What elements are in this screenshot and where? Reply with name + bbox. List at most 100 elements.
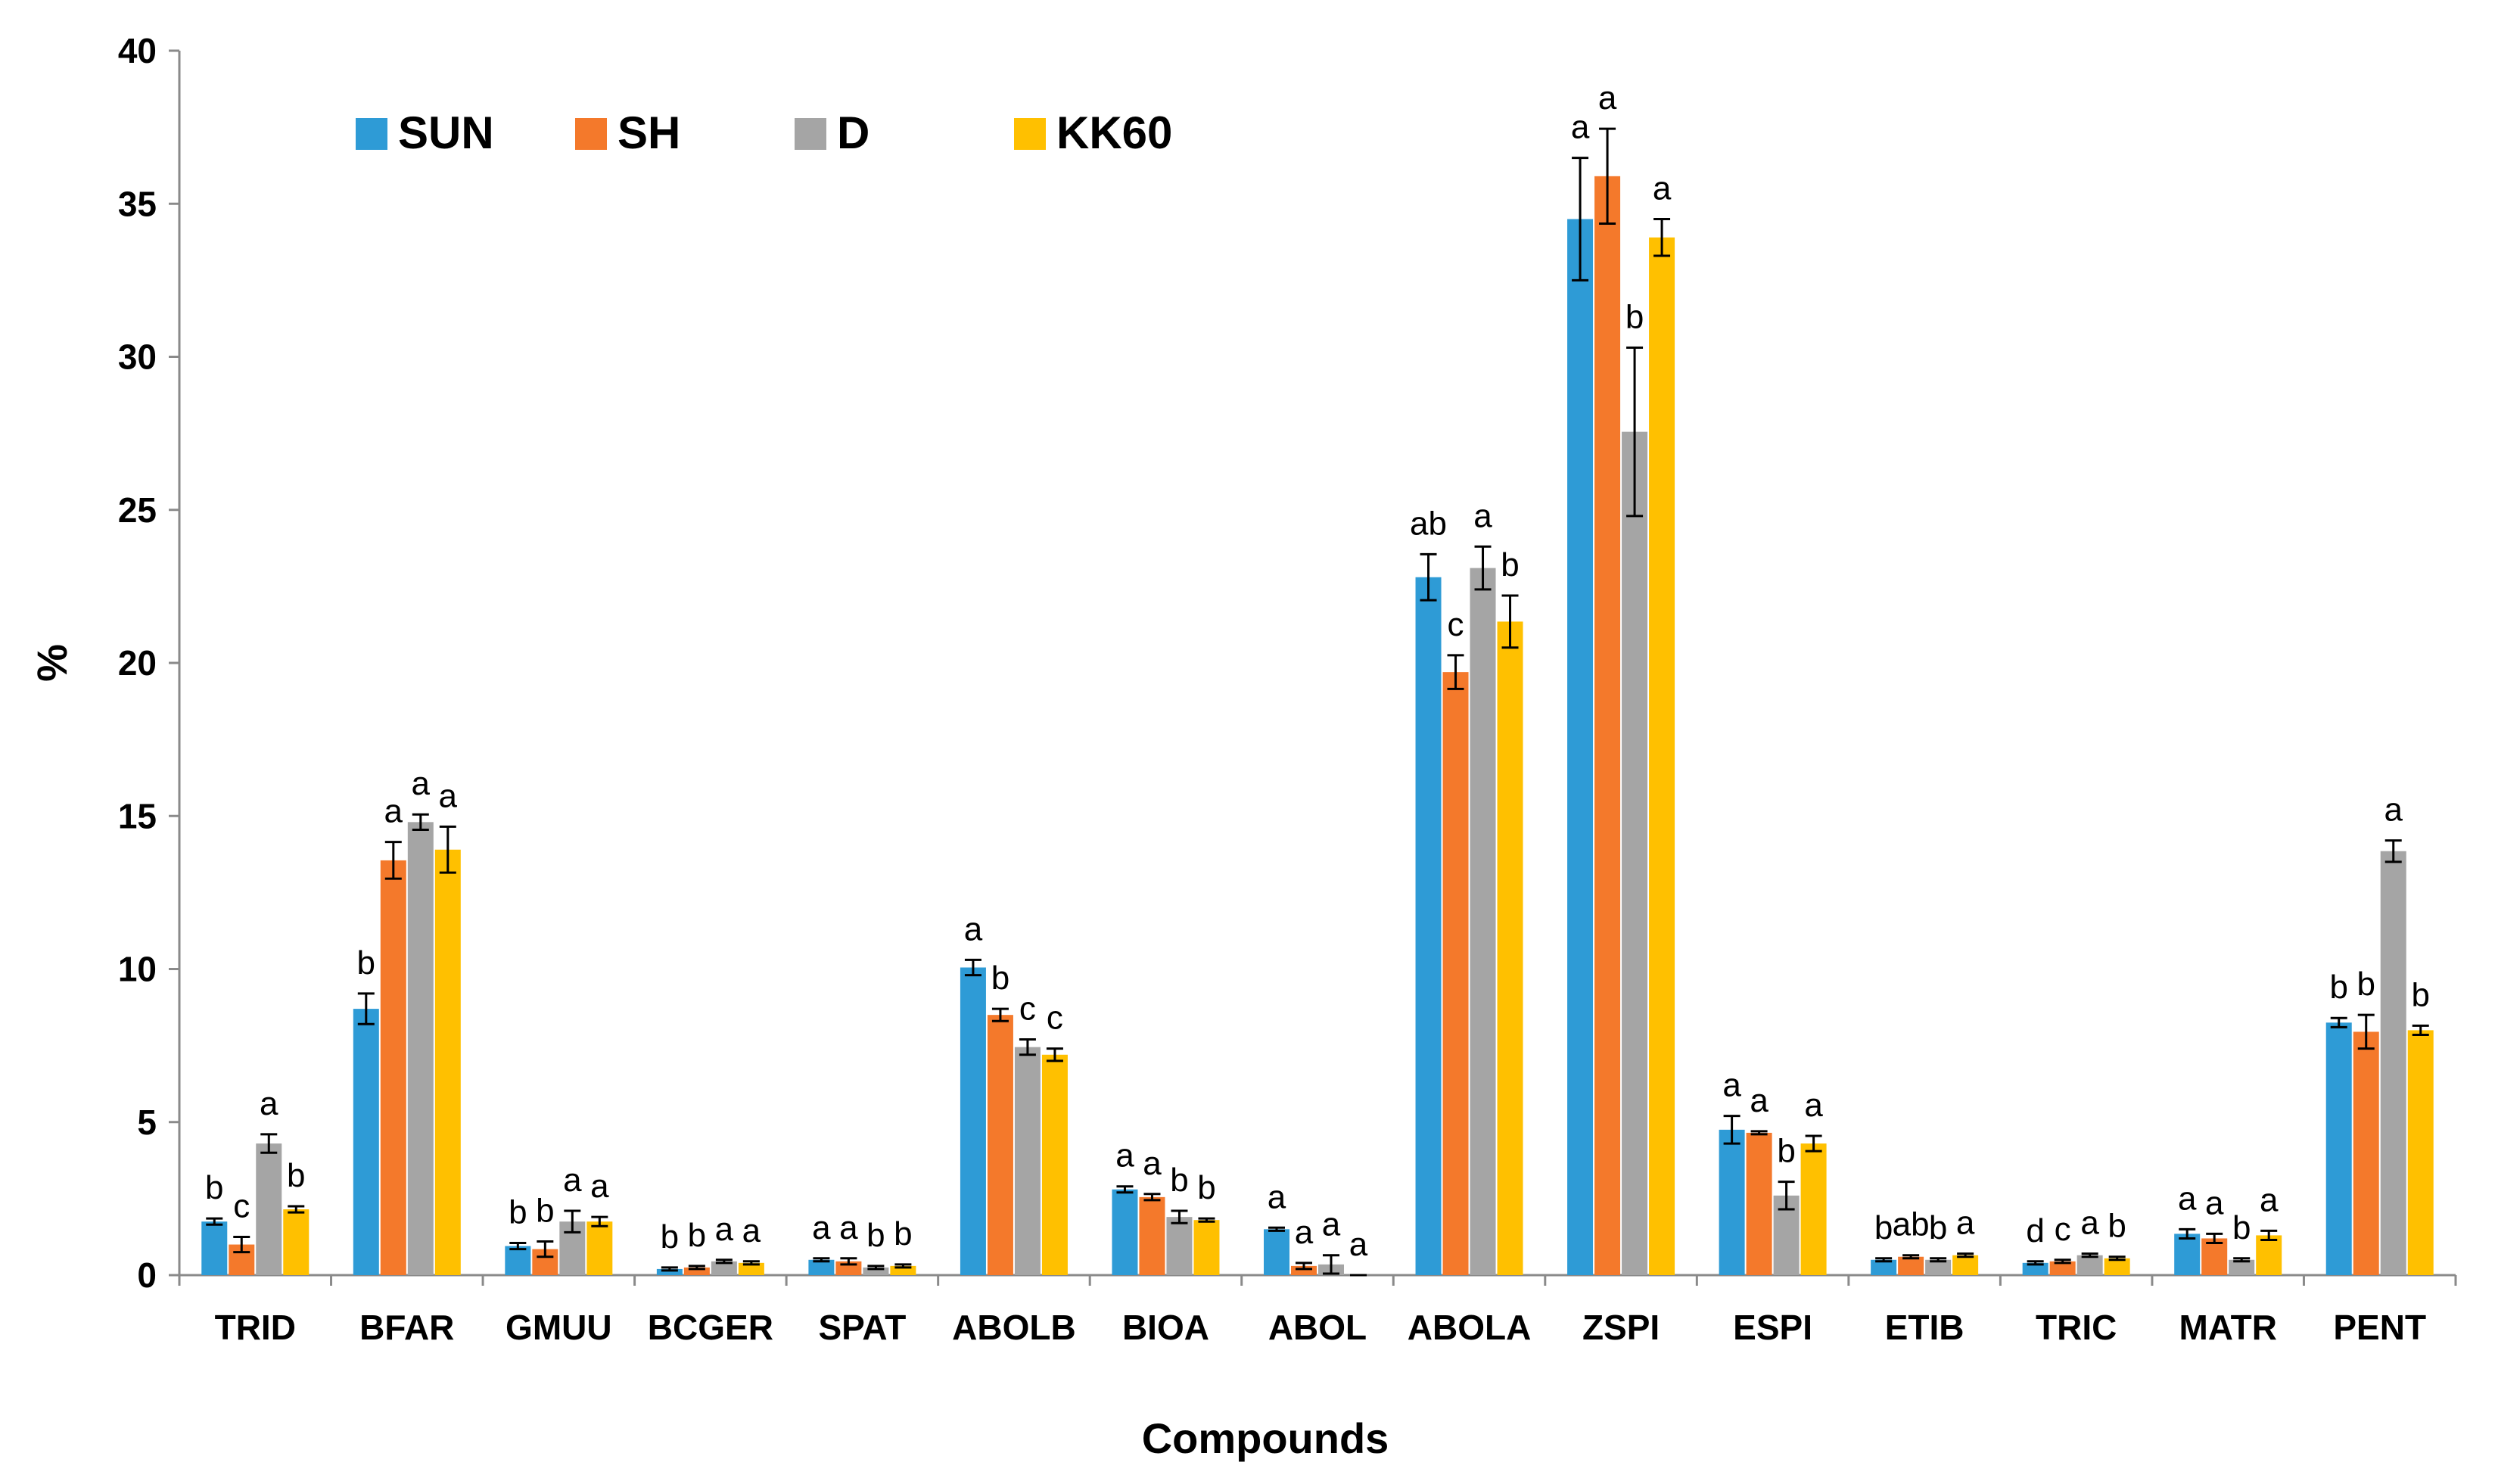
bar bbox=[407, 822, 434, 1275]
bar bbox=[711, 1261, 737, 1275]
bar bbox=[2104, 1258, 2130, 1275]
bar bbox=[1649, 237, 1675, 1275]
bar bbox=[1112, 1189, 1138, 1275]
bar bbox=[2022, 1262, 2048, 1275]
x-tick-label: PENT bbox=[2333, 1308, 2426, 1347]
significance-label: d bbox=[2026, 1212, 2044, 1249]
significance-label: ab bbox=[1410, 505, 1447, 542]
legend-swatch bbox=[795, 118, 826, 150]
bar bbox=[434, 849, 461, 1275]
significance-label: a bbox=[2080, 1205, 2099, 1242]
legend-swatch bbox=[575, 118, 607, 150]
x-tick-label: BFAR bbox=[359, 1308, 454, 1347]
bar bbox=[808, 1259, 835, 1275]
significance-label: a bbox=[1571, 109, 1590, 146]
significance-label: a bbox=[1956, 1205, 1975, 1242]
x-tick-label: ESPI bbox=[1733, 1308, 1812, 1347]
significance-label: b bbox=[1625, 298, 1644, 335]
bar bbox=[1952, 1255, 1979, 1275]
bar bbox=[505, 1246, 531, 1275]
bar bbox=[1898, 1256, 1924, 1275]
x-tick-label: BIOA bbox=[1122, 1308, 1209, 1347]
y-tick-label: 10 bbox=[118, 950, 157, 989]
significance-label: a bbox=[1598, 79, 1617, 117]
significance-label: b bbox=[2108, 1208, 2126, 1245]
significance-label: b bbox=[2411, 976, 2429, 1013]
significance-label: b bbox=[357, 944, 375, 982]
x-tick-label: ABOLB bbox=[952, 1308, 1076, 1347]
significance-label: a bbox=[839, 1209, 858, 1246]
bar bbox=[586, 1221, 613, 1275]
significance-label: a bbox=[1295, 1214, 1314, 1251]
bar bbox=[656, 1268, 683, 1275]
x-tick-label: ZSPI bbox=[1582, 1308, 1660, 1347]
x-tick-label: TRID bbox=[215, 1308, 296, 1347]
bar bbox=[1166, 1217, 1193, 1275]
significance-label: b bbox=[205, 1169, 223, 1206]
significance-label: c bbox=[1448, 606, 1464, 643]
x-tick-label: ABOLA bbox=[1408, 1308, 1532, 1347]
significance-label: a bbox=[1268, 1178, 1286, 1215]
significance-label: a bbox=[2384, 792, 2403, 829]
significance-label: c bbox=[2055, 1211, 2071, 1248]
bar bbox=[2229, 1259, 2255, 1275]
bar bbox=[738, 1262, 764, 1275]
bar bbox=[987, 1015, 1013, 1275]
x-tick-label: ETIB bbox=[1885, 1308, 1964, 1347]
significance-label: a bbox=[1322, 1206, 1341, 1243]
y-axis-title: % bbox=[28, 644, 76, 682]
significance-label: a bbox=[1143, 1145, 1162, 1182]
significance-label: a bbox=[2260, 1181, 2279, 1218]
bar bbox=[2174, 1234, 2201, 1275]
bar bbox=[1800, 1143, 1827, 1275]
x-tick-label: MATR bbox=[2179, 1308, 2276, 1347]
bar bbox=[1622, 431, 1648, 1275]
x-tick-label: GMUU bbox=[506, 1308, 612, 1347]
significance-label: c bbox=[1019, 991, 1036, 1028]
bar bbox=[2353, 1031, 2379, 1275]
x-tick-label: SPAT bbox=[818, 1308, 906, 1347]
significance-label: b bbox=[1929, 1209, 1947, 1246]
bar bbox=[1925, 1259, 1952, 1275]
significance-label: a bbox=[812, 1209, 831, 1246]
significance-label: b bbox=[661, 1218, 679, 1255]
bar bbox=[2407, 1030, 2434, 1275]
significance-label: a bbox=[590, 1168, 609, 1205]
significance-label: a bbox=[1750, 1082, 1769, 1119]
significance-label: b bbox=[1874, 1209, 1893, 1246]
bar bbox=[1139, 1196, 1165, 1275]
y-tick-label: 20 bbox=[118, 643, 157, 683]
bar bbox=[1193, 1220, 1220, 1275]
bar bbox=[380, 860, 406, 1275]
y-tick-label: 35 bbox=[118, 184, 157, 223]
bar bbox=[1415, 577, 1442, 1275]
bar bbox=[353, 1009, 379, 1275]
significance-label: b bbox=[1777, 1133, 1795, 1170]
significance-label: a bbox=[563, 1162, 582, 1199]
significance-label: b bbox=[1197, 1169, 1215, 1206]
significance-label: a bbox=[715, 1211, 734, 1248]
y-tick-label: 40 bbox=[118, 31, 157, 70]
significance-label: b bbox=[1501, 546, 1519, 583]
significance-label: a bbox=[1349, 1226, 1368, 1263]
bar bbox=[2076, 1255, 2103, 1275]
bar bbox=[1871, 1259, 1897, 1275]
x-tick-label: BCGER bbox=[648, 1308, 773, 1347]
bar bbox=[2256, 1235, 2282, 1275]
bar bbox=[1470, 568, 1496, 1275]
significance-label: b bbox=[2329, 969, 2347, 1006]
significance-label: b bbox=[866, 1217, 885, 1254]
bar bbox=[283, 1209, 310, 1275]
x-tick-label: TRIC bbox=[2036, 1308, 2117, 1347]
significance-label: a bbox=[412, 765, 431, 802]
significance-label: a bbox=[1653, 170, 1672, 207]
bar bbox=[1594, 176, 1621, 1276]
legend-label: SUN bbox=[398, 107, 494, 158]
significance-label: c bbox=[233, 1187, 250, 1224]
significance-label: a bbox=[1722, 1067, 1741, 1104]
significance-label: a bbox=[964, 910, 983, 947]
significance-label: a bbox=[260, 1085, 278, 1122]
legend-swatch bbox=[356, 118, 387, 150]
